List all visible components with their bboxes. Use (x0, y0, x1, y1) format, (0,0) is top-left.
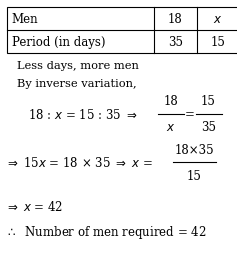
Text: $x$: $x$ (213, 13, 223, 25)
Text: Period (in days): Period (in days) (12, 36, 105, 48)
Text: By inverse variation,: By inverse variation, (17, 79, 136, 89)
Text: 35: 35 (168, 36, 183, 48)
Text: 15: 15 (187, 169, 202, 182)
Text: 18: 18 (168, 13, 183, 25)
Text: $\therefore$  Number of men required = 42: $\therefore$ Number of men required = 42 (5, 223, 206, 240)
Text: 15: 15 (211, 36, 225, 48)
Text: Men: Men (12, 13, 38, 25)
Text: 15: 15 (201, 95, 216, 108)
Text: $x$: $x$ (166, 121, 175, 134)
Text: =: = (185, 108, 195, 121)
Text: 35: 35 (201, 121, 216, 134)
Text: Less days, more men: Less days, more men (17, 61, 138, 71)
Text: 18×35: 18×35 (174, 143, 214, 156)
Text: 18: 18 (163, 95, 178, 108)
Text: 18 : $x$ = 15 : 35 $\Rightarrow$: 18 : $x$ = 15 : 35 $\Rightarrow$ (28, 107, 138, 121)
Text: $\Rightarrow$ 15$x$ = 18 × 35 $\Rightarrow$ $x$ =: $\Rightarrow$ 15$x$ = 18 × 35 $\Rightarr… (5, 156, 153, 169)
Text: $\Rightarrow$ $x$ = 42: $\Rightarrow$ $x$ = 42 (5, 199, 63, 213)
Bar (7, 8, 237, 53)
